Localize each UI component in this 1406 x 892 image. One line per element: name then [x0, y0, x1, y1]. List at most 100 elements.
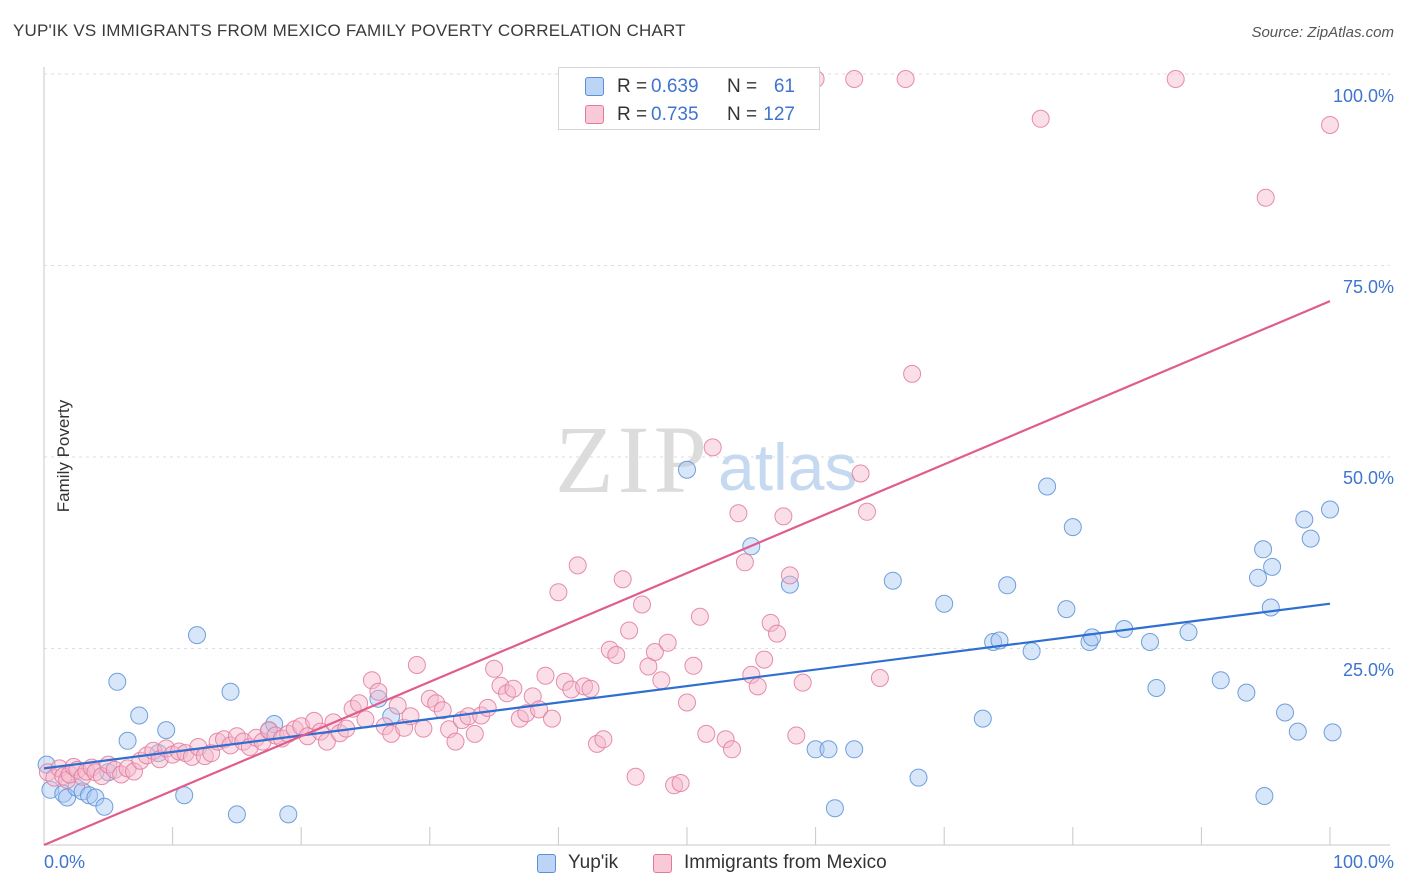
mexico-point: [845, 70, 864, 88]
mexico-point: [735, 553, 754, 572]
yupik-point: [118, 731, 137, 750]
mexico-point: [305, 711, 324, 730]
yupik-point: [86, 788, 105, 807]
mexico-point: [485, 659, 504, 678]
mexico-point: [549, 583, 568, 602]
n-label: N =: [727, 76, 758, 97]
mexico-point: [607, 646, 626, 664]
mexico-point: [427, 694, 446, 713]
mexico-point: [446, 732, 465, 751]
mexico-point: [620, 621, 639, 640]
yupik-point: [909, 768, 928, 787]
mexico-point: [581, 679, 600, 698]
yupik-point: [1301, 529, 1320, 548]
legend-label-mexico: Immigrants from Mexico: [684, 852, 887, 873]
mexico-point: [613, 570, 632, 589]
mexico-point: [536, 666, 555, 685]
x-tick-label-max: 100.0%: [1332, 852, 1394, 872]
mexico-point: [504, 679, 523, 698]
mexico-point: [498, 684, 516, 703]
yupik-point: [1323, 723, 1342, 742]
yupik-point: [1237, 683, 1256, 702]
yupik-point: [227, 805, 246, 824]
yupik-point: [1211, 671, 1230, 690]
mexico-point: [678, 693, 696, 712]
series-yupik-points: [37, 460, 1342, 824]
yupik-point: [678, 460, 696, 479]
mexico-point: [626, 767, 645, 786]
mexico-point: [793, 673, 812, 692]
r-label: R =: [617, 104, 648, 125]
mexico-point: [652, 671, 671, 690]
mexico-point: [858, 502, 876, 521]
mexico-point: [684, 656, 703, 675]
yupik-point: [935, 594, 954, 613]
y-tick-label: 50.0%: [1342, 468, 1394, 488]
yupik-point: [998, 576, 1017, 595]
yupik-point: [845, 740, 864, 759]
yupik-point: [1288, 722, 1307, 741]
yupik-point: [1263, 557, 1282, 576]
yupik-point: [1261, 598, 1280, 617]
yupik-trendline: [43, 602, 1331, 770]
yupik-point: [1083, 628, 1102, 647]
yupik-point: [130, 706, 149, 725]
stats-row-yupik: R = 0.639 N = 61: [559, 72, 819, 102]
stats-legend: R = 0.639 N = 61 R = 0.735 N = 127: [558, 67, 820, 130]
mexico-point: [202, 744, 221, 763]
yupik-point: [279, 805, 298, 824]
mexico-point: [787, 726, 806, 745]
yupik-point: [973, 709, 992, 728]
legend-swatch-mexico: [585, 105, 604, 124]
mexico-point: [356, 710, 375, 729]
y-tick-label: 75.0%: [1342, 277, 1394, 297]
mexico-point: [1321, 116, 1339, 134]
yupik-point: [806, 740, 825, 759]
mexico-point: [690, 607, 709, 626]
mexico-point: [1166, 70, 1185, 88]
mexico-point: [594, 730, 613, 749]
mexico-point: [568, 556, 587, 575]
yupik-point: [1321, 500, 1339, 519]
series-mexico-points: [38, 70, 1339, 795]
mexico-point: [459, 707, 478, 726]
source-credit: Source: ZipAtlas.com: [1251, 24, 1394, 41]
r-value: 0.639: [651, 76, 699, 97]
mexico-point: [478, 698, 497, 717]
mexico-point: [407, 656, 426, 674]
mexico-point: [543, 709, 561, 728]
yupik-point: [883, 571, 902, 590]
yupik-point: [825, 799, 844, 818]
yupik-point: [819, 740, 838, 759]
mexico-point: [780, 566, 799, 585]
r-label: R =: [617, 76, 648, 97]
yupik-point: [1038, 477, 1057, 496]
mexico-point: [774, 507, 793, 526]
mexico-point: [748, 677, 767, 696]
mexico-point: [851, 464, 870, 483]
watermark-atlas: atlas: [718, 430, 857, 504]
mexico-point: [633, 595, 651, 614]
n-value: 61: [773, 76, 795, 97]
yupik-point: [1276, 703, 1294, 722]
watermark: ZIP atlas: [555, 406, 857, 513]
mexico-point: [729, 504, 748, 523]
y-tick-label: 100.0%: [1332, 86, 1394, 106]
r-value: 0.735: [651, 104, 699, 125]
mexico-point: [1031, 109, 1050, 128]
mexico-point: [768, 624, 786, 643]
stats-row-mexico: R = 0.735 N = 127: [559, 100, 819, 130]
trendlines: [43, 300, 1331, 847]
yupik-point: [188, 626, 206, 645]
yupik-point: [1063, 518, 1082, 537]
mexico-point: [870, 669, 889, 687]
yupik-point: [1147, 679, 1166, 697]
mexico-point: [420, 689, 439, 708]
mexico-point: [362, 671, 381, 690]
yupik-point: [221, 682, 240, 701]
mexico-point: [433, 701, 452, 720]
mexico-point: [697, 724, 716, 743]
y-tick-label: 25.0%: [1342, 660, 1394, 680]
legend-label-yupik: Yup'ik: [568, 852, 619, 873]
